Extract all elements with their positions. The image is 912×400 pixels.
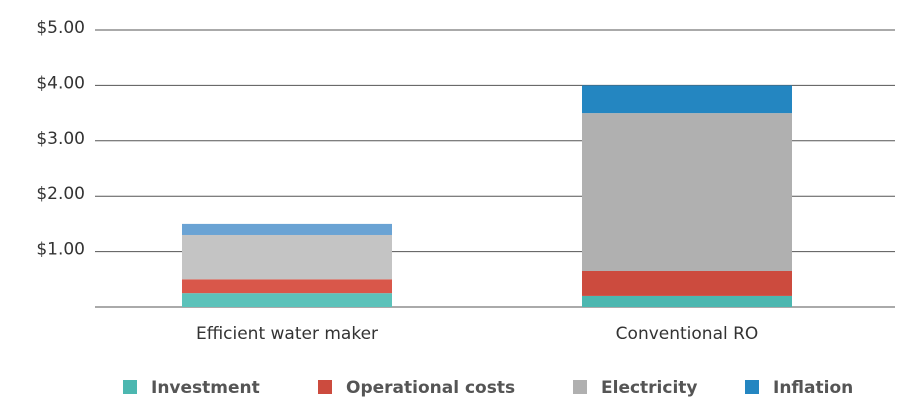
legend-text: Electricity [601,378,698,398]
legend-text: Operational costs [346,378,515,398]
x-tick-label: Efficient water maker [196,324,378,344]
bar-segment [182,293,392,307]
x-tick-label: Conventional RO [616,324,759,344]
bar-segment [182,234,392,280]
y-tick-label: $4.00 [36,73,85,93]
bar-segment [182,279,392,294]
legend-swatch [745,380,759,394]
legend-text: Investment [151,378,260,398]
y-tick-label: $3.00 [36,129,85,149]
legend-text: Inflation [773,378,853,398]
legend-swatch [318,380,332,394]
legend-swatch [573,380,587,394]
legend-swatch [123,380,137,394]
bar-segment [582,295,792,307]
bar-segment [582,85,792,114]
y-tick-label: $1.00 [36,240,85,260]
bar-segment [182,223,392,235]
bar-segment [582,270,792,296]
y-tick-label: $2.00 [36,184,85,204]
bar-segment [582,113,792,271]
y-tick-label: $5.00 [36,18,85,38]
